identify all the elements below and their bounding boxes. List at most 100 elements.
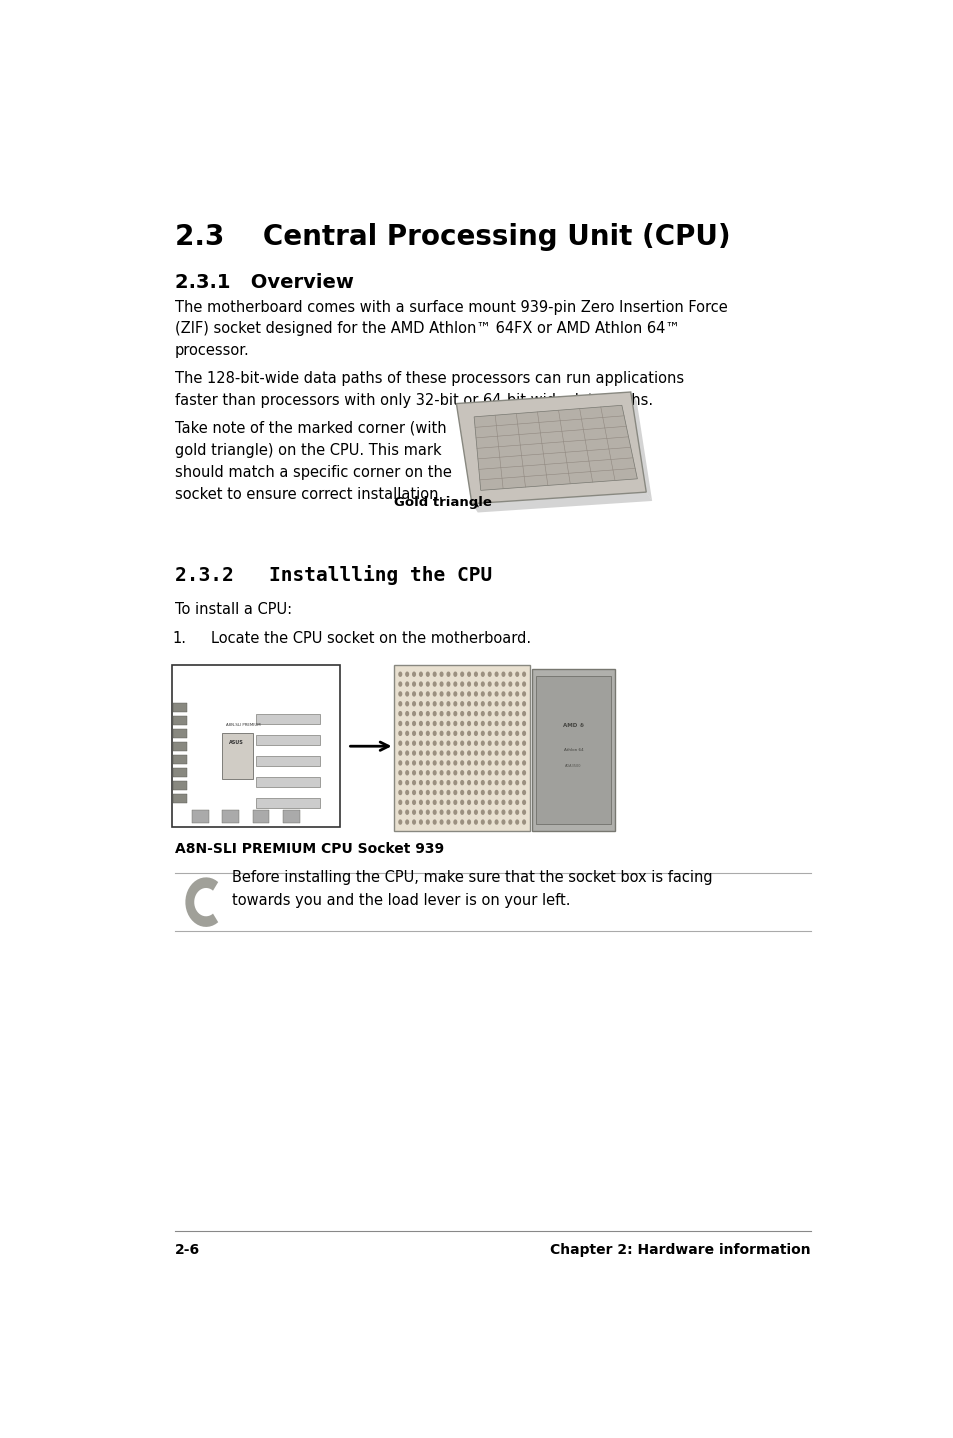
Circle shape (501, 781, 504, 785)
Circle shape (488, 722, 491, 726)
Circle shape (447, 781, 449, 785)
Circle shape (474, 732, 476, 735)
Circle shape (481, 771, 483, 775)
Circle shape (481, 692, 483, 696)
Circle shape (413, 771, 415, 775)
Text: AMD ®: AMD ® (562, 723, 583, 728)
Circle shape (447, 732, 449, 735)
Bar (173, 794, 187, 802)
Circle shape (481, 672, 483, 676)
Circle shape (433, 702, 436, 706)
Circle shape (495, 712, 497, 716)
Circle shape (522, 771, 525, 775)
Circle shape (467, 751, 470, 755)
Circle shape (447, 771, 449, 775)
Bar (172, 666, 340, 827)
Polygon shape (630, 393, 652, 500)
Text: To install a CPU:: To install a CPU: (174, 603, 292, 617)
Bar (255, 735, 319, 745)
Circle shape (426, 722, 429, 726)
Circle shape (501, 771, 504, 775)
Circle shape (481, 712, 483, 716)
Circle shape (474, 702, 476, 706)
Circle shape (405, 672, 408, 676)
Circle shape (495, 801, 497, 804)
Circle shape (405, 761, 408, 765)
Circle shape (474, 771, 476, 775)
Circle shape (413, 820, 415, 824)
Circle shape (454, 761, 456, 765)
Circle shape (413, 810, 415, 814)
Circle shape (426, 771, 429, 775)
Bar (222, 733, 253, 778)
Circle shape (522, 781, 525, 785)
Circle shape (460, 672, 463, 676)
Circle shape (439, 741, 442, 745)
Circle shape (439, 692, 442, 696)
Circle shape (501, 751, 504, 755)
Circle shape (439, 771, 442, 775)
Circle shape (488, 820, 491, 824)
Text: 2.3    Central Processing Unit (CPU): 2.3 Central Processing Unit (CPU) (174, 223, 730, 250)
Circle shape (474, 741, 476, 745)
Bar (253, 810, 269, 823)
Text: A8N-SLI PREMIUM CPU Socket 939: A8N-SLI PREMIUM CPU Socket 939 (174, 843, 443, 857)
Circle shape (405, 791, 408, 794)
Circle shape (413, 712, 415, 716)
Circle shape (522, 741, 525, 745)
Circle shape (495, 791, 497, 794)
Circle shape (460, 712, 463, 716)
Circle shape (419, 810, 422, 814)
Circle shape (516, 672, 518, 676)
Circle shape (509, 732, 511, 735)
Circle shape (467, 732, 470, 735)
Circle shape (460, 820, 463, 824)
Circle shape (509, 672, 511, 676)
Circle shape (460, 682, 463, 686)
Circle shape (433, 732, 436, 735)
Circle shape (419, 722, 422, 726)
Circle shape (522, 692, 525, 696)
Circle shape (426, 692, 429, 696)
Circle shape (516, 712, 518, 716)
Circle shape (474, 722, 476, 726)
Circle shape (405, 702, 408, 706)
Text: 2.3.2   Installling the CPU: 2.3.2 Installling the CPU (174, 565, 492, 585)
Circle shape (467, 702, 470, 706)
Circle shape (426, 791, 429, 794)
Circle shape (433, 692, 436, 696)
Circle shape (433, 672, 436, 676)
Circle shape (454, 791, 456, 794)
Circle shape (495, 761, 497, 765)
Circle shape (433, 761, 436, 765)
Circle shape (522, 702, 525, 706)
Circle shape (501, 810, 504, 814)
Circle shape (398, 682, 401, 686)
Circle shape (488, 791, 491, 794)
Circle shape (522, 682, 525, 686)
Circle shape (405, 741, 408, 745)
Circle shape (460, 771, 463, 775)
Circle shape (474, 682, 476, 686)
Circle shape (501, 761, 504, 765)
Circle shape (419, 761, 422, 765)
Circle shape (467, 791, 470, 794)
Circle shape (488, 781, 491, 785)
Circle shape (516, 791, 518, 794)
Text: Gold triangle: Gold triangle (394, 496, 492, 509)
Circle shape (522, 761, 525, 765)
Circle shape (522, 801, 525, 804)
Circle shape (460, 722, 463, 726)
Circle shape (474, 781, 476, 785)
Circle shape (405, 801, 408, 804)
Circle shape (433, 791, 436, 794)
Circle shape (509, 682, 511, 686)
Circle shape (398, 771, 401, 775)
Circle shape (433, 771, 436, 775)
Circle shape (447, 761, 449, 765)
Circle shape (426, 672, 429, 676)
Circle shape (516, 820, 518, 824)
Circle shape (460, 791, 463, 794)
Circle shape (419, 712, 422, 716)
Circle shape (522, 751, 525, 755)
